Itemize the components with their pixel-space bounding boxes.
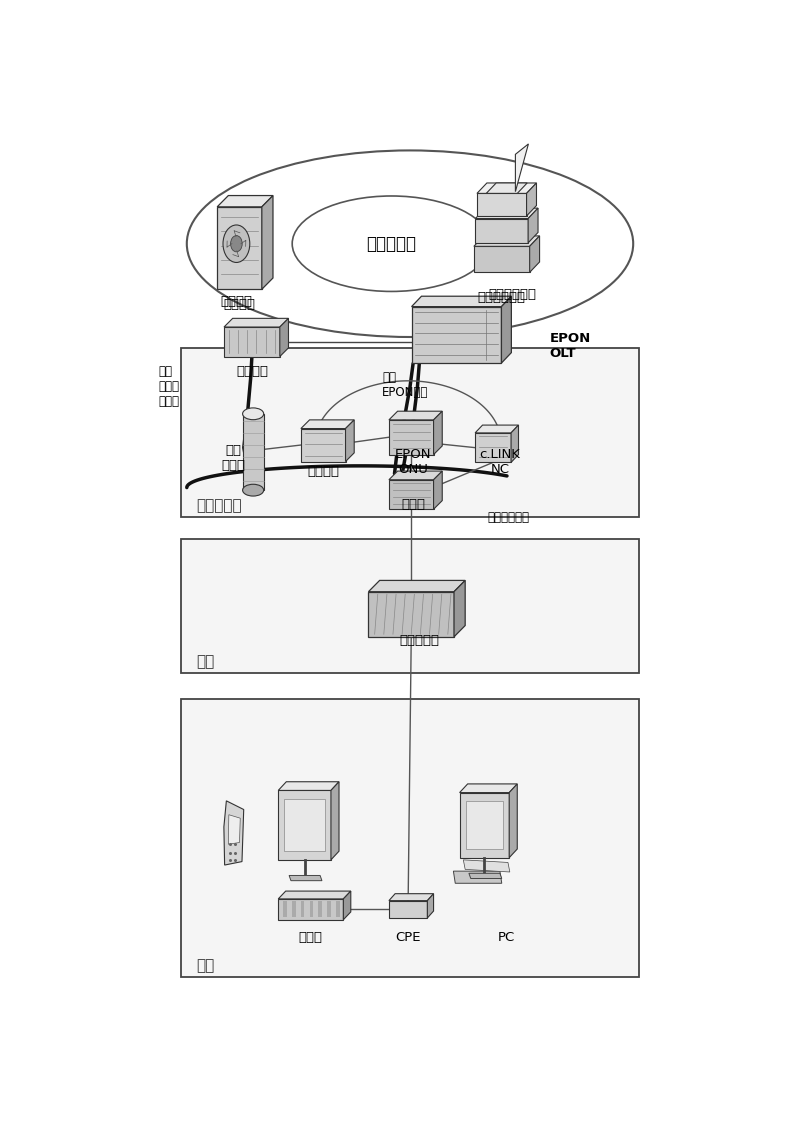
Text: 双工器: 双工器 [401,497,425,511]
Polygon shape [474,236,539,247]
Polygon shape [475,208,538,219]
Bar [283,902,287,917]
Polygon shape [389,420,434,454]
Polygon shape [343,891,350,920]
Polygon shape [389,900,427,919]
Polygon shape [389,411,442,420]
Text: 楼道: 楼道 [196,654,214,669]
Polygon shape [285,799,325,851]
Circle shape [223,225,250,263]
Polygon shape [459,792,510,858]
Polygon shape [475,219,528,242]
Polygon shape [278,782,339,790]
Text: PC: PC [498,931,514,943]
Polygon shape [474,247,530,273]
Bar [292,902,296,917]
Polygon shape [280,318,289,356]
Polygon shape [466,801,503,849]
Polygon shape [369,580,465,592]
Polygon shape [411,296,511,307]
Polygon shape [389,471,442,480]
Polygon shape [411,307,502,363]
Polygon shape [526,183,537,216]
Polygon shape [228,815,240,844]
Polygon shape [278,891,350,899]
Text: 业务支撑平台: 业务支撑平台 [488,287,536,301]
Polygon shape [477,183,537,194]
Polygon shape [502,296,511,363]
FancyBboxPatch shape [181,348,639,517]
Polygon shape [459,784,518,792]
Text: c.LINK
NC: c.LINK NC [479,447,520,476]
Text: 用户: 用户 [196,958,214,973]
Polygon shape [301,428,346,462]
Text: 光纤
EPON数据: 光纤 EPON数据 [382,371,429,399]
Polygon shape [289,876,322,880]
Text: EPON
ONU: EPON ONU [395,447,431,476]
Polygon shape [469,873,502,879]
Text: 机顶盒: 机顶盒 [299,931,323,943]
Polygon shape [369,592,454,637]
Text: 光发射机: 光发射机 [236,365,268,378]
FancyBboxPatch shape [181,699,639,977]
Polygon shape [511,425,518,462]
Polygon shape [278,899,343,920]
Text: EPON
OLT: EPON OLT [550,332,590,361]
Bar [318,902,322,917]
Bar [301,902,305,917]
Bar [327,902,331,917]
Polygon shape [427,894,434,919]
Ellipse shape [242,408,264,419]
Polygon shape [515,144,529,192]
Polygon shape [528,208,538,242]
Polygon shape [454,580,465,637]
Text: 用户光节点: 用户光节点 [196,498,242,513]
Polygon shape [217,196,273,207]
Text: CPE: CPE [395,931,421,943]
Polygon shape [530,236,539,273]
Polygon shape [242,414,264,490]
Polygon shape [346,420,354,462]
Polygon shape [463,860,510,872]
Polygon shape [224,327,280,356]
Polygon shape [434,411,442,454]
Text: 光纤
广播电
视节目: 光纤 广播电 视节目 [159,365,180,408]
Polygon shape [477,194,526,216]
Bar [310,902,314,917]
Text: 至下一光节点: 至下一光节点 [487,511,530,524]
Polygon shape [262,196,273,290]
Polygon shape [510,784,518,858]
Text: 光纤核心网: 光纤核心网 [366,234,416,252]
Polygon shape [217,207,262,290]
Text: 分支分配器: 分支分配器 [399,633,439,647]
Polygon shape [224,801,244,866]
Bar [336,902,340,917]
Text: 业务支撑平台: 业务支撑平台 [478,292,526,304]
Polygon shape [475,425,518,433]
Polygon shape [278,790,331,860]
Ellipse shape [242,485,264,496]
Polygon shape [475,433,511,462]
Polygon shape [301,420,354,428]
Polygon shape [434,471,442,509]
Text: 管理中心: 管理中心 [223,299,255,311]
Polygon shape [331,782,339,860]
Polygon shape [389,894,434,900]
Polygon shape [389,480,434,509]
FancyBboxPatch shape [181,539,639,673]
Circle shape [230,236,242,251]
Polygon shape [224,318,289,327]
Text: 管理中心: 管理中心 [221,295,253,309]
Polygon shape [486,183,527,194]
Text: 光接收机: 光接收机 [307,465,339,479]
Polygon shape [454,871,502,884]
Text: 无源
分光器: 无源 分光器 [222,444,246,472]
